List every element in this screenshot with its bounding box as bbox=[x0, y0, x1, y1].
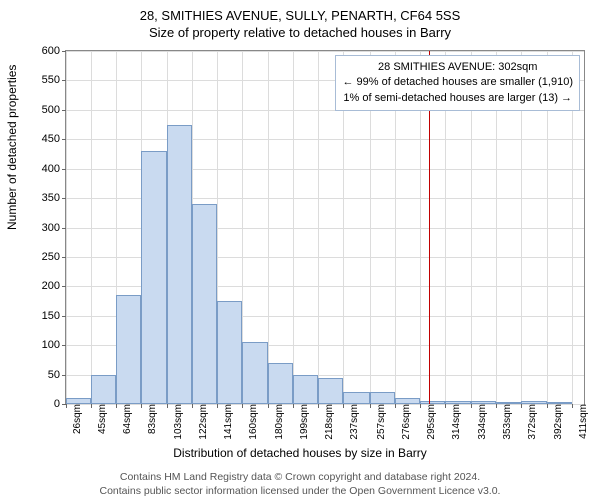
x-tick-mark bbox=[167, 404, 168, 408]
histogram-bar bbox=[217, 301, 242, 404]
x-tick-label: 295sqm bbox=[424, 404, 437, 440]
x-tick-label: 64sqm bbox=[120, 404, 133, 434]
x-tick-mark bbox=[395, 404, 396, 408]
histogram-bar bbox=[471, 401, 496, 404]
histogram-bar bbox=[395, 398, 420, 404]
histogram-bar bbox=[496, 402, 521, 404]
histogram-bar bbox=[242, 342, 268, 404]
annotation-line1: 28 SMITHIES AVENUE: 302sqm bbox=[342, 60, 573, 75]
x-tick-label: 334sqm bbox=[475, 404, 488, 440]
x-tick-mark bbox=[547, 404, 548, 408]
x-tick-mark bbox=[572, 404, 573, 408]
x-tick-mark bbox=[91, 404, 92, 408]
x-tick-label: 26sqm bbox=[70, 404, 83, 434]
histogram-bar bbox=[66, 398, 91, 404]
x-tick-mark bbox=[343, 404, 344, 408]
y-axis-label: Number of detached properties bbox=[5, 65, 19, 230]
histogram-bar bbox=[192, 204, 217, 404]
credits-line2: Contains public sector information licen… bbox=[0, 484, 600, 498]
histogram-bar bbox=[293, 375, 318, 404]
x-tick-label: 180sqm bbox=[272, 404, 285, 440]
x-tick-label: 257sqm bbox=[374, 404, 387, 440]
x-tick-mark bbox=[217, 404, 218, 408]
gridline-v bbox=[268, 51, 269, 404]
x-tick-label: 103sqm bbox=[171, 404, 184, 440]
histogram-bar bbox=[318, 378, 343, 404]
x-tick-mark bbox=[496, 404, 497, 408]
histogram-bar bbox=[343, 392, 369, 404]
gridline-v bbox=[318, 51, 319, 404]
x-tick-label: 353sqm bbox=[500, 404, 513, 440]
gridline-v bbox=[91, 51, 92, 404]
gridline-v bbox=[66, 51, 67, 404]
x-tick-label: 122sqm bbox=[196, 404, 209, 440]
x-axis-label: Distribution of detached houses by size … bbox=[0, 446, 600, 460]
x-tick-mark bbox=[318, 404, 319, 408]
x-tick-mark bbox=[293, 404, 294, 408]
x-tick-label: 372sqm bbox=[525, 404, 538, 440]
x-tick-mark bbox=[370, 404, 371, 408]
histogram-bar bbox=[370, 392, 395, 404]
x-tick-mark bbox=[445, 404, 446, 408]
x-tick-mark bbox=[192, 404, 193, 408]
plot-area: 05010015020025030035040045050055060026sq… bbox=[65, 50, 585, 405]
x-tick-mark bbox=[420, 404, 421, 408]
x-tick-mark bbox=[66, 404, 67, 408]
x-tick-mark bbox=[141, 404, 142, 408]
x-tick-label: 276sqm bbox=[399, 404, 412, 440]
chart-container: 28, SMITHIES AVENUE, SULLY, PENARTH, CF6… bbox=[0, 0, 600, 500]
x-tick-label: 314sqm bbox=[449, 404, 462, 440]
chart-title-line2: Size of property relative to detached ho… bbox=[0, 23, 600, 40]
histogram-bar bbox=[521, 401, 547, 404]
histogram-bar bbox=[91, 375, 116, 404]
histogram-bar bbox=[141, 151, 167, 404]
histogram-bar bbox=[268, 363, 293, 404]
histogram-bar bbox=[547, 402, 572, 404]
x-tick-label: 160sqm bbox=[246, 404, 259, 440]
histogram-bar bbox=[420, 401, 445, 404]
credits: Contains HM Land Registry data © Crown c… bbox=[0, 470, 600, 498]
histogram-bar bbox=[116, 295, 141, 404]
x-tick-mark bbox=[521, 404, 522, 408]
x-tick-mark bbox=[268, 404, 269, 408]
x-tick-label: 237sqm bbox=[347, 404, 360, 440]
x-tick-label: 141sqm bbox=[221, 404, 234, 440]
x-tick-label: 392sqm bbox=[551, 404, 564, 440]
histogram-bar bbox=[167, 125, 192, 404]
gridline-h bbox=[66, 51, 584, 52]
x-tick-label: 45sqm bbox=[95, 404, 108, 434]
gridline-v bbox=[293, 51, 294, 404]
x-tick-label: 83sqm bbox=[145, 404, 158, 434]
chart-title-line1: 28, SMITHIES AVENUE, SULLY, PENARTH, CF6… bbox=[0, 0, 600, 23]
x-tick-mark bbox=[242, 404, 243, 408]
histogram-bar bbox=[445, 401, 471, 404]
plot-wrap: 05010015020025030035040045050055060026sq… bbox=[65, 50, 585, 405]
annotation-line3: 1% of semi-detached houses are larger (1… bbox=[342, 91, 573, 106]
x-tick-label: 199sqm bbox=[297, 404, 310, 440]
credits-line1: Contains HM Land Registry data © Crown c… bbox=[0, 470, 600, 484]
x-tick-label: 411sqm bbox=[576, 404, 589, 439]
x-tick-label: 218sqm bbox=[322, 404, 335, 440]
annotation-line2: ← 99% of detached houses are smaller (1,… bbox=[342, 75, 573, 90]
gridline-h bbox=[66, 139, 584, 140]
annotation-box: 28 SMITHIES AVENUE: 302sqm ← 99% of deta… bbox=[335, 55, 580, 111]
x-tick-mark bbox=[471, 404, 472, 408]
x-tick-mark bbox=[116, 404, 117, 408]
